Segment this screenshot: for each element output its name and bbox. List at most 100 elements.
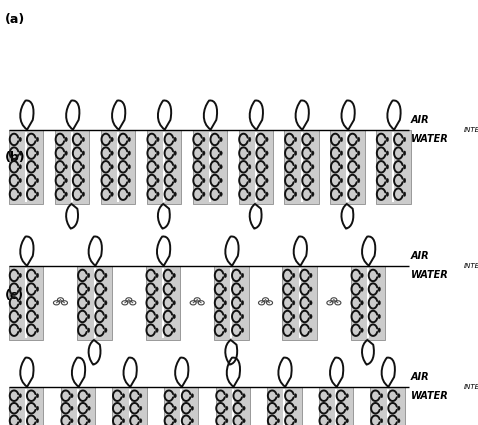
Ellipse shape: [156, 273, 158, 278]
Ellipse shape: [111, 137, 113, 142]
Ellipse shape: [241, 287, 244, 291]
Ellipse shape: [19, 314, 22, 319]
Ellipse shape: [19, 419, 22, 423]
Ellipse shape: [310, 300, 312, 305]
Ellipse shape: [220, 178, 222, 183]
Bar: [367, 268, 369, 338]
Ellipse shape: [105, 273, 107, 278]
Ellipse shape: [128, 151, 130, 155]
Ellipse shape: [266, 192, 268, 196]
Bar: [370, 387, 405, 425]
Ellipse shape: [243, 394, 245, 398]
Ellipse shape: [157, 151, 159, 155]
Ellipse shape: [174, 151, 176, 155]
Ellipse shape: [88, 406, 90, 410]
Ellipse shape: [111, 164, 113, 169]
Bar: [164, 387, 198, 425]
Ellipse shape: [203, 192, 205, 196]
Ellipse shape: [71, 394, 73, 398]
Ellipse shape: [294, 406, 297, 410]
Ellipse shape: [105, 314, 107, 319]
Ellipse shape: [386, 192, 389, 196]
Bar: [9, 130, 43, 204]
Bar: [239, 130, 273, 204]
Ellipse shape: [173, 300, 175, 305]
Bar: [112, 387, 147, 425]
Bar: [255, 132, 257, 202]
Bar: [267, 387, 302, 425]
Ellipse shape: [111, 192, 113, 196]
Ellipse shape: [122, 406, 125, 410]
Ellipse shape: [403, 137, 406, 142]
Bar: [193, 130, 227, 204]
Ellipse shape: [140, 419, 142, 423]
Ellipse shape: [173, 287, 175, 291]
Ellipse shape: [241, 273, 244, 278]
Ellipse shape: [128, 192, 130, 196]
Ellipse shape: [310, 287, 312, 291]
Ellipse shape: [19, 178, 22, 183]
Ellipse shape: [65, 164, 67, 169]
Ellipse shape: [386, 151, 389, 155]
Ellipse shape: [174, 164, 176, 169]
Ellipse shape: [358, 151, 360, 155]
Ellipse shape: [36, 192, 39, 196]
Ellipse shape: [19, 287, 22, 291]
Ellipse shape: [19, 273, 22, 278]
Ellipse shape: [398, 419, 400, 423]
Ellipse shape: [358, 137, 360, 142]
Ellipse shape: [312, 178, 314, 183]
Ellipse shape: [241, 300, 244, 305]
Ellipse shape: [312, 137, 314, 142]
Bar: [392, 132, 394, 202]
Ellipse shape: [358, 164, 360, 169]
Ellipse shape: [220, 137, 222, 142]
Ellipse shape: [157, 192, 159, 196]
Ellipse shape: [174, 394, 176, 398]
Ellipse shape: [266, 178, 268, 183]
Bar: [351, 266, 385, 340]
Ellipse shape: [361, 287, 363, 291]
Text: INTERFASE: INTERFASE: [464, 384, 478, 390]
Ellipse shape: [277, 394, 280, 398]
Ellipse shape: [36, 164, 39, 169]
Ellipse shape: [249, 164, 251, 169]
Ellipse shape: [82, 137, 85, 142]
Ellipse shape: [378, 300, 380, 305]
Ellipse shape: [340, 151, 343, 155]
Bar: [376, 130, 411, 204]
Ellipse shape: [386, 137, 389, 142]
Ellipse shape: [87, 328, 90, 332]
Ellipse shape: [224, 314, 227, 319]
Bar: [330, 130, 365, 204]
Ellipse shape: [249, 192, 251, 196]
Bar: [25, 389, 27, 425]
Ellipse shape: [203, 151, 205, 155]
Ellipse shape: [294, 192, 297, 196]
Ellipse shape: [358, 178, 360, 183]
Ellipse shape: [226, 406, 228, 410]
Ellipse shape: [157, 178, 159, 183]
Ellipse shape: [249, 151, 251, 155]
Ellipse shape: [266, 151, 268, 155]
Ellipse shape: [340, 178, 343, 183]
Ellipse shape: [71, 419, 73, 423]
Text: AIR: AIR: [411, 115, 430, 125]
Bar: [214, 266, 249, 340]
Ellipse shape: [293, 314, 295, 319]
Ellipse shape: [156, 287, 158, 291]
Ellipse shape: [226, 394, 228, 398]
Ellipse shape: [398, 406, 400, 410]
Ellipse shape: [88, 394, 90, 398]
Ellipse shape: [277, 419, 280, 423]
Text: (c): (c): [5, 289, 24, 302]
Ellipse shape: [249, 178, 251, 183]
Ellipse shape: [358, 192, 360, 196]
Bar: [9, 387, 43, 425]
Ellipse shape: [82, 178, 85, 183]
Ellipse shape: [140, 406, 142, 410]
Ellipse shape: [340, 164, 343, 169]
Ellipse shape: [249, 137, 251, 142]
Ellipse shape: [157, 137, 159, 142]
Ellipse shape: [294, 151, 297, 155]
